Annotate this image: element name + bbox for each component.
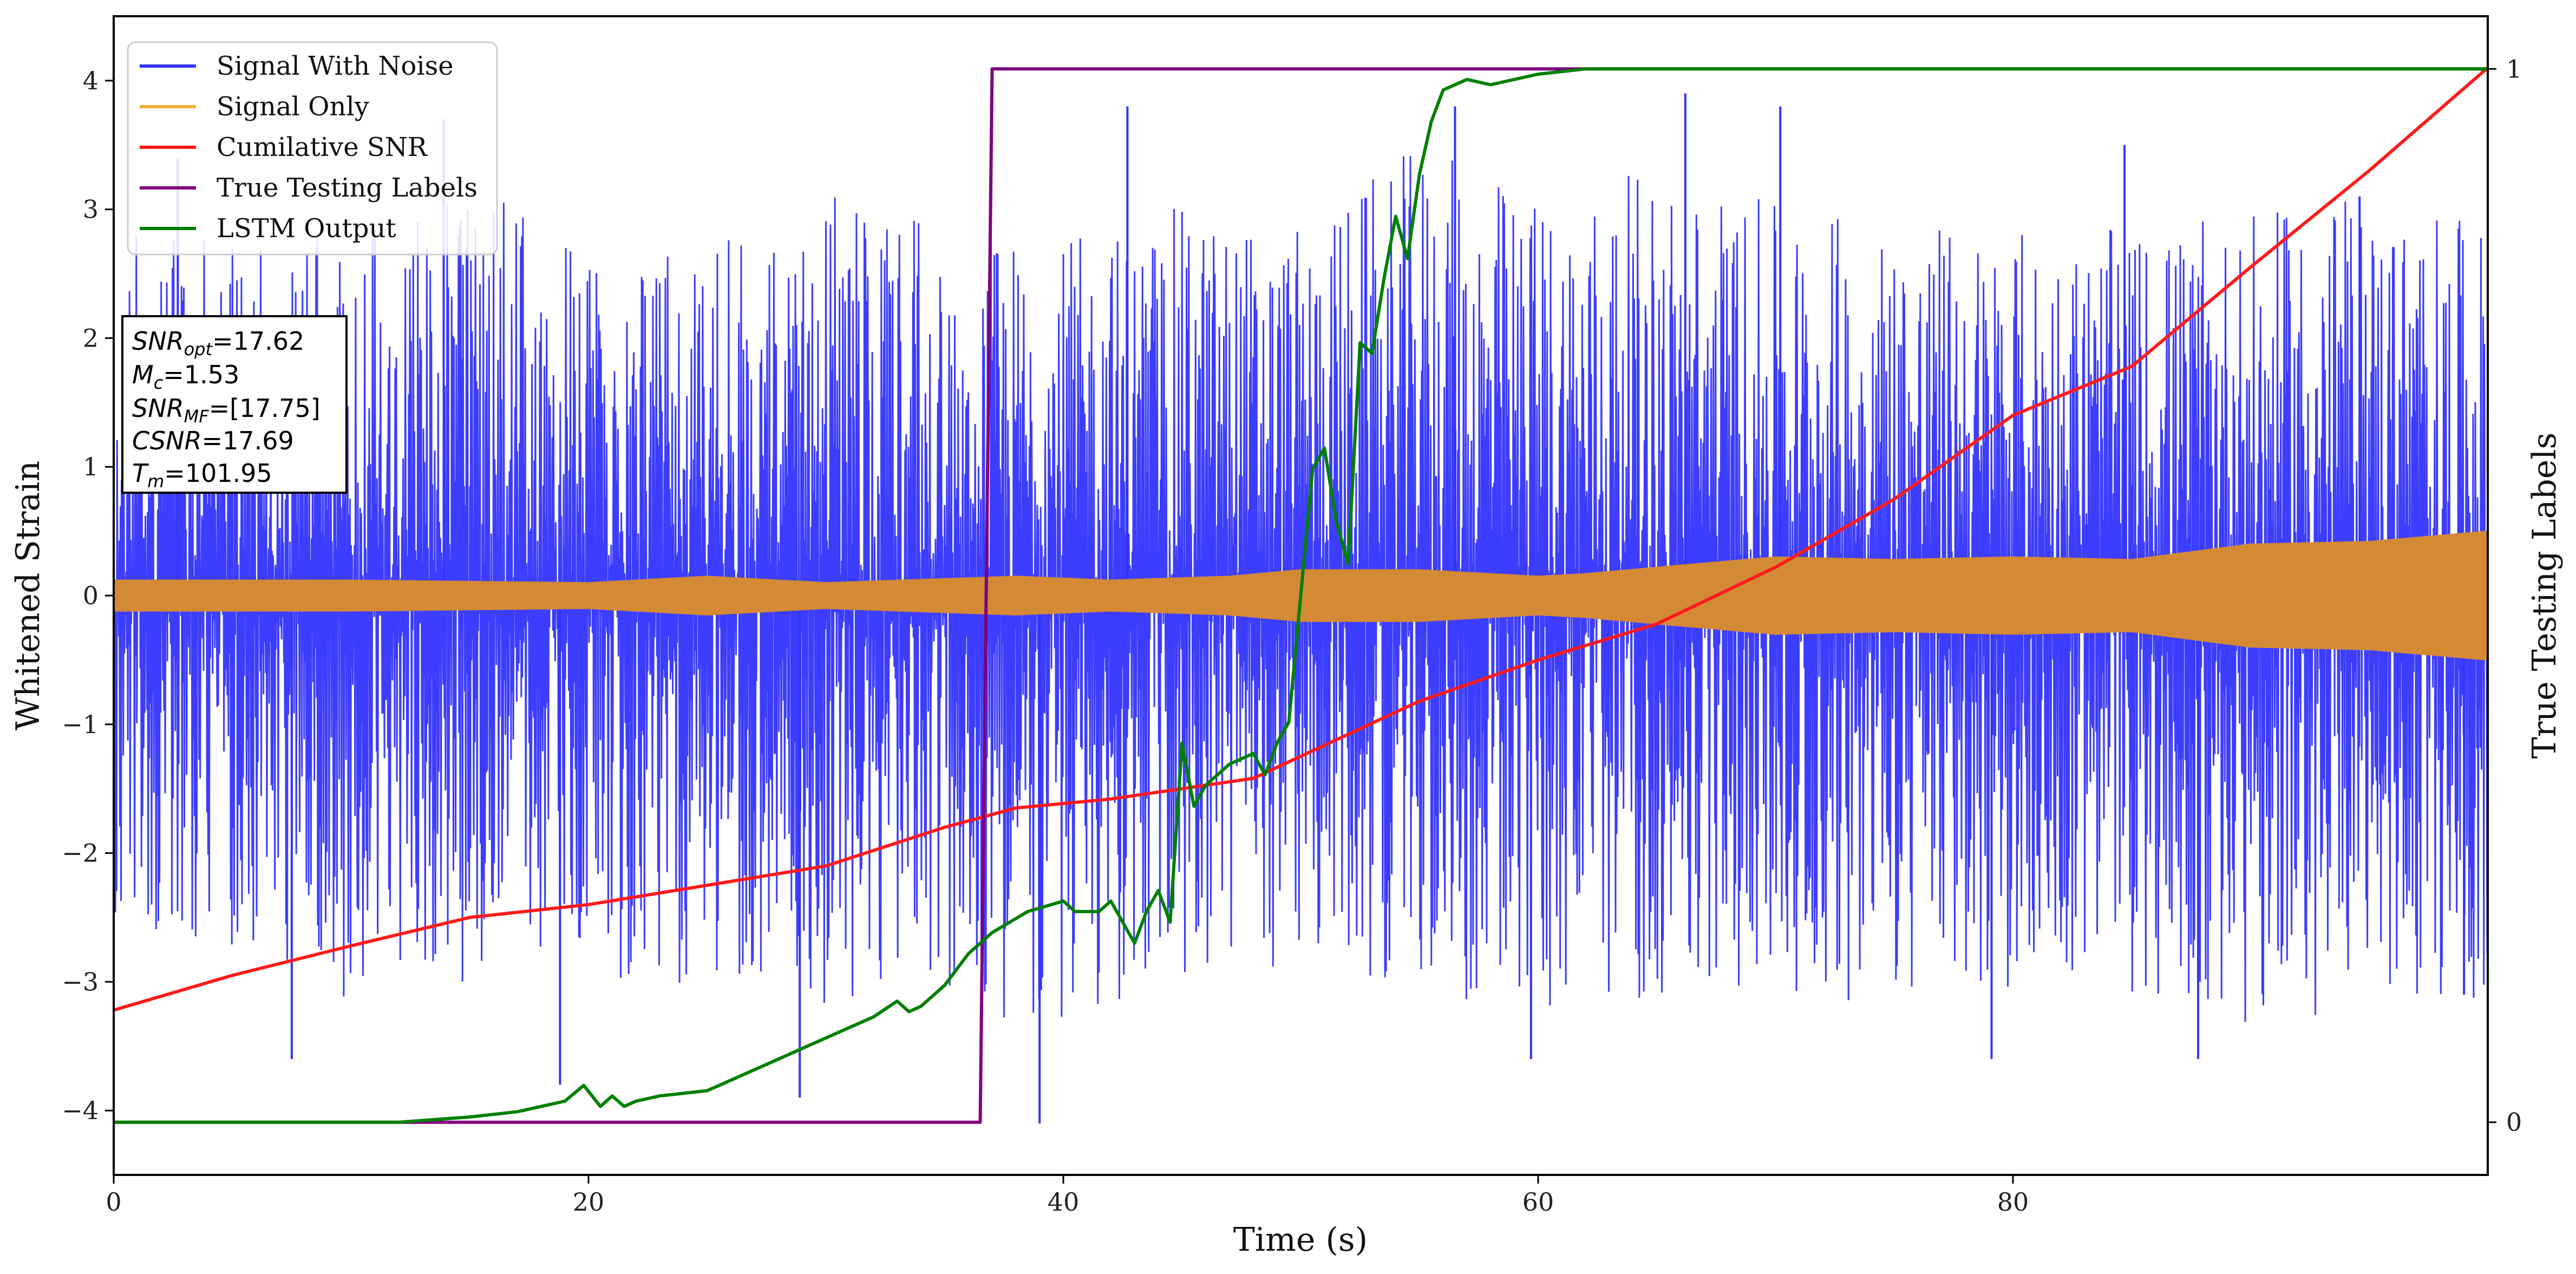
- info-tm: Tm=101.95: [132, 459, 272, 492]
- info-csnr: CSNR=17.69: [132, 426, 294, 455]
- y-tick-label: 4: [83, 66, 99, 95]
- y-tick-label: 2: [83, 323, 99, 352]
- info-box: SNRopt=17.62 Mc=1.53 SNRMF=[17.75] CSNR=…: [121, 315, 348, 494]
- info-snr-opt: SNRopt=17.62: [132, 326, 304, 360]
- x-axis-title: Time (s): [1233, 1221, 1368, 1259]
- x-tick-label: 0: [106, 1187, 121, 1217]
- x-tick-label: 80: [1997, 1187, 2029, 1217]
- lstm-output-line: [114, 67, 2488, 1124]
- y-tick-label: −2: [62, 839, 99, 868]
- y-tick-label: 0: [83, 581, 99, 610]
- y-tick-label: −4: [62, 1096, 99, 1125]
- legend-label-cumilative-snr: Cumilative SNR: [217, 132, 428, 162]
- plot-area: [114, 66, 2488, 1124]
- cumilative-snr-line: [114, 66, 2488, 1012]
- y-tick-label: −1: [62, 710, 99, 739]
- y2-axis-title: True Testing Labels: [2526, 433, 2564, 759]
- info-box-frame: [121, 315, 348, 494]
- y-tick-label: −3: [62, 967, 99, 996]
- legend-label-true-testing-labels: True Testing Labels: [217, 173, 478, 203]
- y-tick-label: 1: [83, 452, 99, 481]
- x-tick-label: 60: [1522, 1187, 1554, 1217]
- y-tick-label: 3: [83, 195, 99, 224]
- signal-with-noise-line: [114, 156, 2488, 1022]
- info-chirp-mass: Mc=1.53: [132, 360, 239, 393]
- y2-tick-label: 0: [2506, 1108, 2522, 1137]
- legend-label-signal-with-noise: Signal With Noise: [217, 51, 454, 81]
- legend: Signal With Noise Signal Only Cumilative…: [127, 41, 498, 256]
- x-tick-label: 20: [573, 1187, 605, 1217]
- legend-label-signal-only: Signal Only: [217, 92, 369, 122]
- y-axis-title: Whitened Strain: [9, 461, 47, 730]
- x-tick-label: 40: [1048, 1187, 1080, 1217]
- y2-tick-label: 1: [2506, 54, 2522, 83]
- info-snr-mf: SNRMF=[17.75]: [132, 394, 321, 427]
- legend-label-lstm-output: LSTM Output: [217, 213, 396, 244]
- legend-box: [127, 41, 498, 256]
